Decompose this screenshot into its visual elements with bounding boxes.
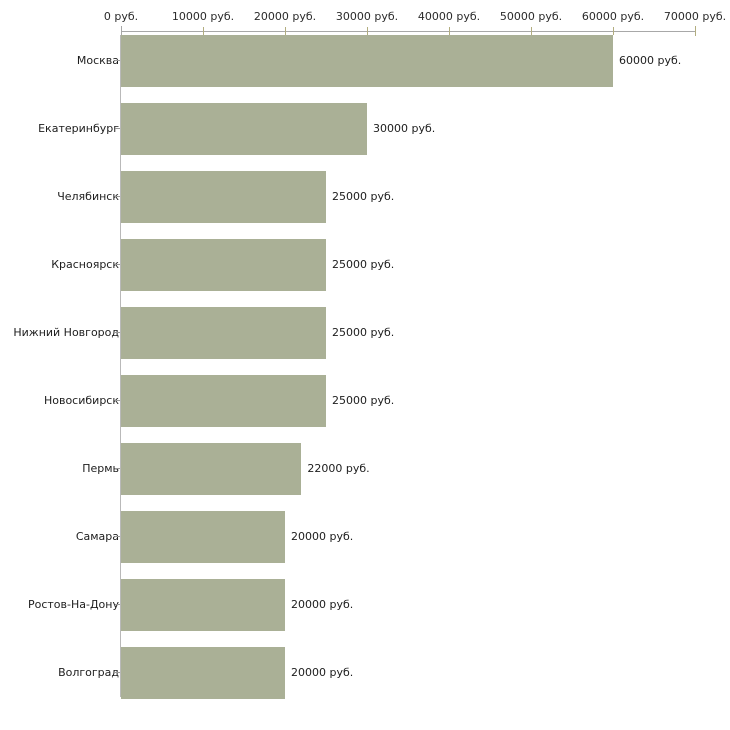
bar-value-label: 25000 руб. bbox=[332, 326, 395, 339]
x-tick-mark bbox=[531, 27, 532, 35]
x-tick-label: 0 руб. bbox=[103, 10, 139, 23]
bar-row: Москва 60000 руб. bbox=[0, 35, 730, 87]
bar[interactable] bbox=[121, 103, 367, 155]
bar[interactable] bbox=[121, 35, 613, 87]
x-tick-mark bbox=[449, 27, 450, 35]
bar[interactable] bbox=[121, 443, 302, 495]
bar-row: Пермь 22000 руб. bbox=[0, 443, 730, 495]
bar-value-label: 20000 руб. bbox=[291, 666, 354, 679]
bar-row: Челябинск 25000 руб. bbox=[0, 171, 730, 223]
category-label: Красноярск bbox=[51, 258, 119, 271]
category-label: Ростов-На-Дону bbox=[27, 598, 119, 611]
x-tick-mark bbox=[613, 27, 614, 35]
x-tick-label: 60000 руб. bbox=[581, 10, 645, 23]
x-tick-label: 30000 руб. bbox=[335, 10, 399, 23]
category-label: Самара bbox=[75, 530, 119, 543]
x-axis-start-cap bbox=[121, 26, 122, 36]
bar-value-label: 22000 руб. bbox=[307, 462, 370, 475]
bar-value-label: 25000 руб. bbox=[332, 394, 395, 407]
bar-value-label: 60000 руб. bbox=[619, 54, 682, 67]
bar[interactable] bbox=[121, 171, 326, 223]
x-axis-end-cap bbox=[695, 26, 696, 36]
plot-area: Москва 60000 руб. Екатеринбург 30000 руб. Че… bbox=[0, 35, 730, 699]
bar-value-label: 20000 руб. bbox=[291, 530, 354, 543]
category-label: Москва bbox=[76, 54, 119, 67]
bar-row: Красноярск 25000 руб. bbox=[0, 239, 730, 291]
bar[interactable] bbox=[121, 647, 285, 699]
bar[interactable] bbox=[121, 307, 326, 359]
x-tick-label: 50000 руб. bbox=[499, 10, 563, 23]
bar-row: Самара 20000 руб. bbox=[0, 511, 730, 563]
category-tick-mark bbox=[115, 264, 120, 265]
bar-row: Нижний Новгород 25000 руб. bbox=[0, 307, 730, 359]
category-label: Волгоград bbox=[58, 666, 119, 679]
x-tick-mark bbox=[367, 27, 368, 35]
x-tick-label: 70000 руб. bbox=[663, 10, 727, 23]
x-axis: 0 руб. 10000 руб. 20000 руб. 30000 руб. 4000… bbox=[0, 0, 730, 36]
bar-row: Волгоград 20000 руб. bbox=[0, 647, 730, 699]
x-axis-line bbox=[121, 31, 695, 32]
category-tick-mark bbox=[115, 672, 120, 673]
category-label: Пермь bbox=[82, 462, 119, 475]
category-label: Нижний Новгород bbox=[13, 326, 119, 339]
bar-value-label: 25000 руб. bbox=[332, 258, 395, 271]
category-tick-mark bbox=[115, 536, 120, 537]
category-tick-mark bbox=[115, 196, 120, 197]
bar-row: Екатеринбург 30000 руб. bbox=[0, 103, 730, 155]
category-label: Новосибирск bbox=[43, 394, 119, 407]
bar-value-label: 30000 руб. bbox=[373, 122, 436, 135]
x-tick-label: 10000 руб. bbox=[171, 10, 235, 23]
category-tick-mark bbox=[115, 468, 120, 469]
bar-value-label: 25000 руб. bbox=[332, 190, 395, 203]
x-tick-mark bbox=[285, 27, 286, 35]
category-tick-mark bbox=[115, 332, 120, 333]
x-tick-label: 40000 руб. bbox=[417, 10, 481, 23]
bar[interactable] bbox=[121, 375, 326, 427]
category-label: Екатеринбург bbox=[38, 122, 119, 135]
bar[interactable] bbox=[121, 239, 326, 291]
bar[interactable] bbox=[121, 579, 285, 631]
bar-row: Новосибирск 25000 руб. bbox=[0, 375, 730, 427]
x-tick-mark bbox=[203, 27, 204, 35]
category-label: Челябинск bbox=[57, 190, 119, 203]
bar[interactable] bbox=[121, 511, 285, 563]
category-tick-mark bbox=[115, 60, 120, 61]
category-tick-mark bbox=[115, 400, 120, 401]
y-axis-line bbox=[120, 35, 121, 697]
x-tick-label: 20000 руб. bbox=[253, 10, 317, 23]
bar-value-label: 20000 руб. bbox=[291, 598, 354, 611]
category-tick-mark bbox=[115, 128, 120, 129]
bar-row: Ростов-На-Дону 20000 руб. bbox=[0, 579, 730, 631]
category-tick-mark bbox=[115, 604, 120, 605]
